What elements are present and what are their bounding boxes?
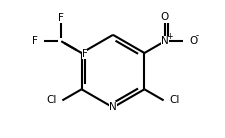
Text: F: F — [58, 13, 64, 23]
Text: O: O — [160, 12, 168, 22]
Text: F: F — [32, 36, 38, 46]
Text: -: - — [195, 31, 198, 40]
Text: O: O — [188, 36, 196, 46]
Text: F: F — [81, 49, 87, 59]
Text: N: N — [160, 36, 168, 46]
Text: Cl: Cl — [46, 95, 56, 105]
Text: Cl: Cl — [169, 95, 179, 105]
Text: +: + — [165, 32, 172, 41]
Text: N: N — [109, 102, 116, 112]
